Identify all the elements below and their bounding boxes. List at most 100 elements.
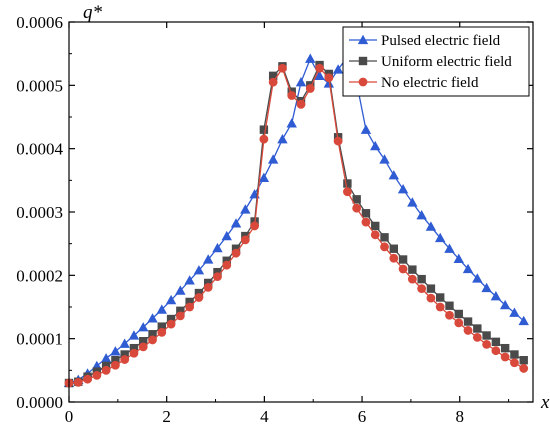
data-point [490, 291, 502, 301]
data-point [510, 350, 519, 359]
y-tick-label: 0.0003 [16, 203, 63, 222]
data-point [193, 265, 205, 275]
data-point [250, 221, 259, 231]
data-point [500, 343, 510, 353]
data-point [73, 377, 83, 387]
data-point [453, 253, 464, 264]
data-point [397, 184, 409, 194]
data-point [333, 136, 343, 146]
data-point [268, 71, 278, 81]
data-point [352, 203, 362, 213]
data-point [175, 285, 186, 295]
data-point [120, 350, 129, 359]
y-tick-label: 0.0004 [16, 140, 63, 159]
data-point [408, 265, 417, 274]
x-tick-label: 0 [65, 407, 74, 426]
data-point [277, 133, 288, 144]
legend-label: No electric field [381, 75, 479, 91]
data-point [416, 209, 427, 220]
data-point [231, 244, 241, 253]
data-point [259, 134, 269, 144]
data-point [462, 263, 474, 274]
data-point [111, 360, 120, 370]
data-point [389, 244, 398, 253]
data-point [165, 294, 177, 305]
data-point [519, 364, 529, 373]
data-point [417, 284, 427, 294]
data-point [436, 293, 445, 302]
data-point [287, 91, 297, 100]
data-point [184, 275, 195, 285]
data-point [481, 282, 492, 293]
data-point [166, 319, 176, 329]
data-point [435, 302, 445, 312]
data-point [213, 267, 222, 277]
data-point [509, 307, 520, 317]
data-point [519, 356, 528, 365]
legend-marker [357, 34, 369, 45]
data-point [111, 356, 120, 365]
data-point [389, 253, 399, 263]
data-point [454, 309, 463, 319]
data-point [296, 99, 306, 109]
data-point [176, 306, 185, 315]
data-point [379, 154, 390, 164]
data-point [398, 255, 408, 264]
data-point [370, 230, 380, 240]
data-point [286, 118, 297, 128]
x-axis-label: x [540, 392, 550, 413]
data-point [194, 288, 204, 298]
data-point [156, 304, 167, 314]
data-point [138, 322, 149, 332]
data-point [213, 272, 222, 281]
data-point [157, 322, 166, 331]
data-point [472, 273, 483, 283]
data-point [444, 243, 455, 253]
data-point [185, 302, 195, 312]
data-point [185, 297, 194, 307]
data-point [324, 73, 334, 83]
data-point [323, 78, 335, 88]
data-point [305, 84, 315, 93]
data-point [101, 365, 111, 375]
data-point [148, 335, 157, 345]
data-point [454, 318, 464, 328]
data-point [425, 221, 437, 231]
data-point [83, 374, 92, 384]
data-point [120, 355, 130, 364]
data-point [212, 242, 223, 253]
data-point [518, 315, 529, 326]
data-point [371, 221, 380, 231]
y-tick-label: 0.0005 [16, 76, 63, 95]
data-point [194, 293, 204, 302]
data-point [203, 282, 213, 292]
data-point [267, 154, 279, 164]
data-point [463, 326, 473, 335]
data-point [175, 311, 185, 321]
x-tick-label: 2 [162, 407, 171, 426]
y-tick-label: 0.0001 [16, 330, 63, 349]
x-tick-label: 4 [260, 407, 269, 426]
series-2 [64, 63, 529, 388]
y-tick-label: 0.0006 [16, 13, 63, 32]
data-point [203, 254, 214, 264]
data-point [445, 310, 454, 320]
data-point [388, 170, 399, 180]
data-point [473, 324, 482, 333]
data-point [230, 218, 242, 228]
data-point [426, 284, 436, 293]
data-point [157, 327, 167, 337]
data-point [259, 125, 269, 134]
data-point [491, 346, 501, 356]
data-point [370, 140, 381, 151]
data-point [510, 358, 519, 368]
data-point [407, 274, 417, 284]
data-point [92, 371, 102, 380]
data-point [417, 274, 426, 284]
y-tick-label: 0.0000 [16, 393, 63, 412]
data-point [482, 339, 491, 349]
data-point [166, 314, 176, 324]
y-tick-label: 0.0002 [16, 266, 63, 285]
data-point [380, 242, 389, 252]
